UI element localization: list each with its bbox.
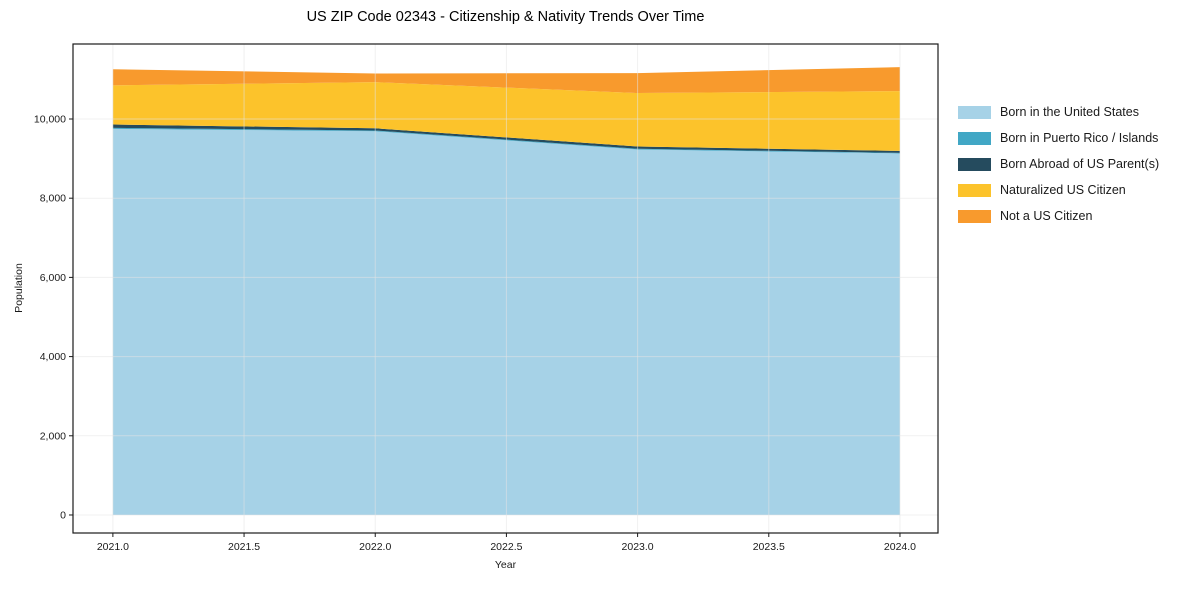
x-tick-label: 2023.5: [753, 541, 785, 553]
legend-item-born-in-puerto-rico-islands: Born in Puerto Rico / Islands: [958, 125, 1159, 151]
x-tick-label: 2021.5: [228, 541, 260, 553]
y-tick-label: 6,000: [40, 272, 66, 284]
legend-item-naturalized-us-citizen: Naturalized US Citizen: [958, 177, 1159, 203]
y-axis-label: Population: [13, 263, 25, 313]
chart-title: US ZIP Code 02343 - Citizenship & Nativi…: [306, 9, 705, 25]
legend: Born in the United States Born in Puerto …: [958, 99, 1159, 229]
x-tick-label: 2022.5: [490, 541, 522, 553]
legend-swatch-icon: [958, 209, 991, 223]
legend-swatch-icon: [958, 157, 991, 171]
x-tick-label: 2023.0: [622, 541, 654, 553]
legend-item-not-a-us-citizen: Not a US Citizen: [958, 203, 1159, 229]
legend-label: Born in Puerto Rico / Islands: [1000, 131, 1159, 145]
x-tick-label: 2024.0: [884, 541, 916, 553]
legend-item-born-abroad-of-us-parent-s: Born Abroad of US Parent(s): [958, 151, 1159, 177]
y-tick-label: 2,000: [40, 430, 66, 442]
plot-frame: [72, 43, 939, 534]
legend-swatch-icon: [958, 183, 991, 197]
x-axis-label: Year: [494, 559, 517, 571]
x-tick-label: 2021.0: [97, 541, 129, 553]
legend-label: Born in the United States: [1000, 105, 1139, 119]
legend-item-born-in-the-united-states: Born in the United States: [958, 99, 1159, 125]
y-tick-label: 4,000: [40, 351, 66, 363]
legend-swatch-icon: [958, 131, 991, 145]
legend-label: Not a US Citizen: [1000, 209, 1093, 223]
y-tick-label: 8,000: [40, 193, 66, 205]
y-tick-label: 0: [60, 509, 66, 521]
legend-label: Born Abroad of US Parent(s): [1000, 157, 1160, 171]
legend-swatch-icon: [958, 105, 991, 119]
legend-label: Naturalized US Citizen: [1000, 183, 1126, 197]
x-tick-label: 2022.0: [359, 541, 391, 553]
y-tick-label: 10,000: [34, 113, 66, 125]
